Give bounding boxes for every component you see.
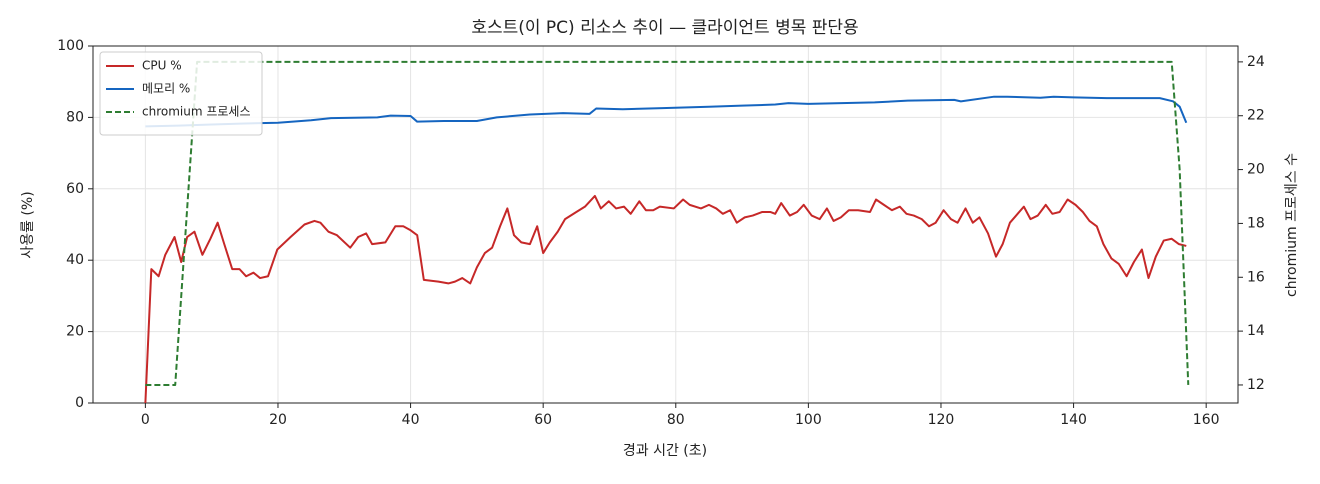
- y2-tick-label: 16: [1247, 269, 1265, 285]
- legend-label: chromium 프로세스: [142, 105, 251, 119]
- x-tick-label: 120: [928, 412, 955, 428]
- y-tick-label: 0: [75, 395, 84, 411]
- y2-tick-label: 20: [1247, 162, 1265, 178]
- y-tick-label: 20: [66, 324, 84, 340]
- y-tick-label: 80: [66, 109, 84, 125]
- legend-box: [99, 51, 263, 136]
- chart-title: 호스트(이 PC) 리소스 추이 — 클라이언트 병목 판단용: [471, 18, 858, 38]
- y-tick-label: 40: [66, 252, 84, 268]
- y-tick-label: 60: [66, 181, 84, 197]
- x-tick-label: 60: [534, 412, 552, 428]
- x-tick-label: 20: [269, 412, 287, 428]
- x-tick-label: 0: [141, 412, 150, 428]
- x-tick-label: 80: [667, 412, 685, 428]
- x-axis-title: 경과 시간 (초): [623, 443, 707, 459]
- plot-frame: [92, 45, 1239, 404]
- x-tick-label: 160: [1193, 412, 1220, 428]
- y2-tick-label: 22: [1247, 108, 1265, 124]
- y2-tick-label: 24: [1247, 54, 1265, 70]
- y2-tick-label: 18: [1247, 215, 1265, 231]
- x-tick-label: 100: [795, 412, 822, 428]
- x-tick-label: 140: [1060, 412, 1087, 428]
- legend-label: CPU %: [142, 59, 182, 73]
- legend-label: 메모리 %: [142, 82, 190, 96]
- y2-tick-label: 12: [1247, 377, 1265, 393]
- y2-tick-label: 14: [1247, 323, 1265, 339]
- y-tick-label: 100: [57, 38, 84, 54]
- x-tick-label: 40: [402, 412, 420, 428]
- y-axis-title: 사용률 (%): [20, 191, 36, 258]
- data-line: [145, 95, 1188, 128]
- y2-axis-title: chromium 프로세스 수: [1284, 153, 1300, 297]
- data-line: [144, 194, 1187, 404]
- data-line: [145, 60, 1190, 386]
